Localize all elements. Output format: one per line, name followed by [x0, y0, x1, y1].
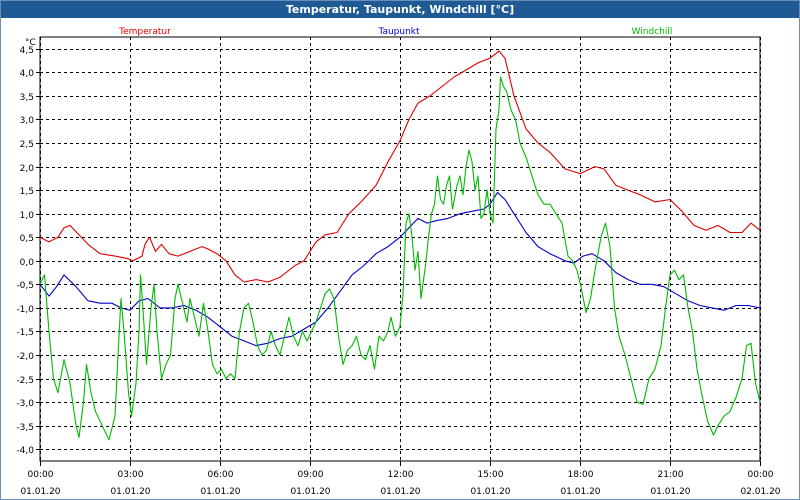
- y-tick-label: 0,0: [20, 258, 35, 268]
- legend: Temperatur Taupunkt Windchill: [118, 27, 672, 37]
- series-line-temperatur: [39, 50, 761, 283]
- series-lines: [39, 50, 761, 441]
- y-tick-label: 3,0: [20, 116, 35, 126]
- y-tick-label: -4,0: [16, 446, 34, 456]
- y-tick-label: -3,5: [16, 423, 34, 433]
- x-tick-time: 21:00: [658, 470, 684, 480]
- x-tick-date: 01.01.20: [110, 487, 150, 497]
- x-tick-date: 01.01.20: [200, 487, 240, 497]
- x-tick-date: 01.01.20: [290, 487, 330, 497]
- legend-item-taupunkt: Taupunkt: [377, 27, 420, 37]
- series-line-windchill: [39, 76, 761, 441]
- x-tick-date: 01.01.20: [470, 487, 510, 497]
- legend-item-windchill: Windchill: [632, 27, 673, 37]
- y-tick-label: -1,5: [16, 328, 34, 338]
- x-tick-time: 18:00: [568, 470, 594, 480]
- x-tick-time: 15:00: [478, 470, 504, 480]
- y-tick-label: 0,5: [20, 234, 34, 244]
- x-tick-time: 06:00: [208, 470, 234, 480]
- y-tick-label: -2,0: [16, 352, 34, 362]
- y-tick-label: -2,5: [16, 376, 34, 386]
- x-tick-time: 03:00: [118, 470, 144, 480]
- y-axis-label: °C: [25, 38, 36, 48]
- y-tick-label: 4,5: [20, 46, 34, 56]
- y-tick-label: 2,5: [20, 140, 34, 150]
- y-tick-label: 1,0: [20, 211, 35, 221]
- x-tick-time: 09:00: [298, 470, 324, 480]
- x-tick-date: 01.01.20: [20, 487, 60, 497]
- x-tick-date: 02.01.20: [740, 487, 780, 497]
- legend-item-temperatur: Temperatur: [118, 27, 171, 37]
- grid: [39, 36, 761, 462]
- y-tick-label: 2,0: [20, 164, 35, 174]
- x-tick-time: 12:00: [388, 470, 414, 480]
- y-tick-label: 3,5: [20, 93, 34, 103]
- x-tick-time: 00:00: [748, 470, 774, 480]
- series-line-taupunkt: [39, 191, 761, 347]
- line-chart: 4,5 4,0 3,5 3,0 2,5 2,0 1,5 1,0 0,5 0,0 -0,5 -1,0 -1…: [16, 27, 780, 497]
- x-tick-time: 00:00: [28, 470, 54, 480]
- window-title: Temperatur, Taupunkt, Windchill [°C]: [1, 1, 799, 18]
- x-tick-date: 01.01.20: [650, 487, 690, 497]
- y-tick-label: -1,0: [16, 305, 34, 315]
- y-tick-label: -3,0: [16, 399, 34, 409]
- x-tick-date: 01.01.20: [380, 487, 420, 497]
- y-tick-label: 4,0: [20, 69, 35, 79]
- x-tick-date: 01.01.20: [560, 487, 600, 497]
- y-tick-label: -0,5: [16, 281, 34, 291]
- axes: 4,5 4,0 3,5 3,0 2,5 2,0 1,5 1,0 0,5 0,0 -0,5 -1,0 -1…: [16, 38, 780, 497]
- y-tick-label: 1,5: [20, 187, 34, 197]
